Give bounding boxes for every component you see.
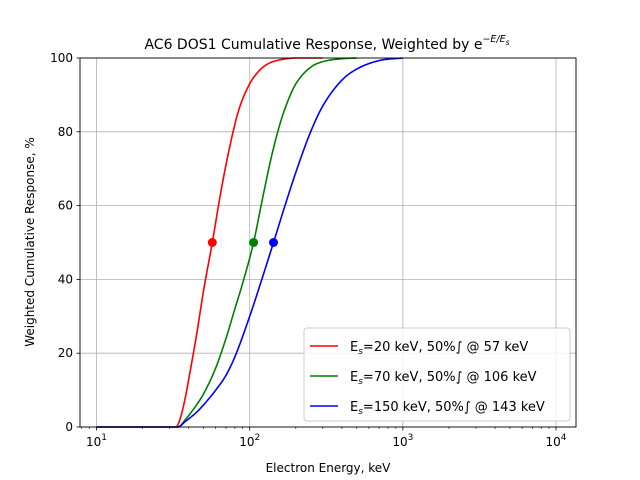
x-tick-label-base: 10 [86,435,101,449]
x-axis-label: Electron Energy, keV [266,461,392,475]
x-tick-label-base: 10 [546,435,561,449]
legend-entry-2: Es=150 keV, 50%∫ @ 143 keV [350,400,545,417]
half-point-marker-1 [249,238,259,247]
y-tick-label: 60 [58,199,73,213]
legend-entry-1: Es=70 keV, 50%∫ @ 106 keV [350,370,537,387]
half-point-marker-2 [268,238,278,247]
legend-entry-text: =70 keV, 50%∫ @ 106 keV [363,370,537,385]
x-tick-label: 101 [86,433,107,449]
legend-entry-pre: E [350,370,358,385]
y-tick-label: 40 [58,272,73,286]
x-tick-label: 102 [239,433,260,449]
legend-entry-0: Es=20 keV, 50%∫ @ 57 keV [350,340,528,357]
legend-entry-sub: s [358,347,363,357]
legend-entry-sub: s [358,407,363,417]
x-tick-label-base: 10 [239,435,254,449]
legend-entry-sub: s [358,377,363,387]
plot-frame [79,57,577,428]
x-tick-label-exp: 1 [101,433,107,443]
title-exponent-sub: s [506,38,510,47]
legend-entry-pre: E [350,400,358,415]
x-tick-label-exp: 3 [408,433,414,443]
y-tick-label: 80 [58,125,73,139]
x-tick-label-exp: 2 [254,433,260,443]
y-tick-label: 0 [65,420,73,434]
y-axis-label: Weighted Cumulative Response, % [23,137,37,347]
y-tick-label: 20 [58,346,73,360]
y-tick-label: 100 [50,51,73,65]
legend-box [303,327,571,422]
x-tick-label: 103 [392,433,413,449]
half-point-marker-0 [207,238,217,247]
half-point-markers [207,238,278,247]
legend-entry-text: =150 keV, 50%∫ @ 143 keV [363,400,545,415]
x-tick-label-base: 10 [392,435,407,449]
x-tick-label-exp: 4 [561,433,567,443]
title-exponent: −E/E [482,34,505,45]
title-main: AC6 DOS1 Cumulative Response, Weighted b… [144,37,482,53]
legend-entry-text: =20 keV, 50%∫ @ 57 keV [363,340,528,355]
x-tick-label: 104 [546,433,567,449]
legend-entry-pre: E [350,340,358,355]
chart-title: AC6 DOS1 Cumulative Response, Weighted b… [144,34,509,53]
